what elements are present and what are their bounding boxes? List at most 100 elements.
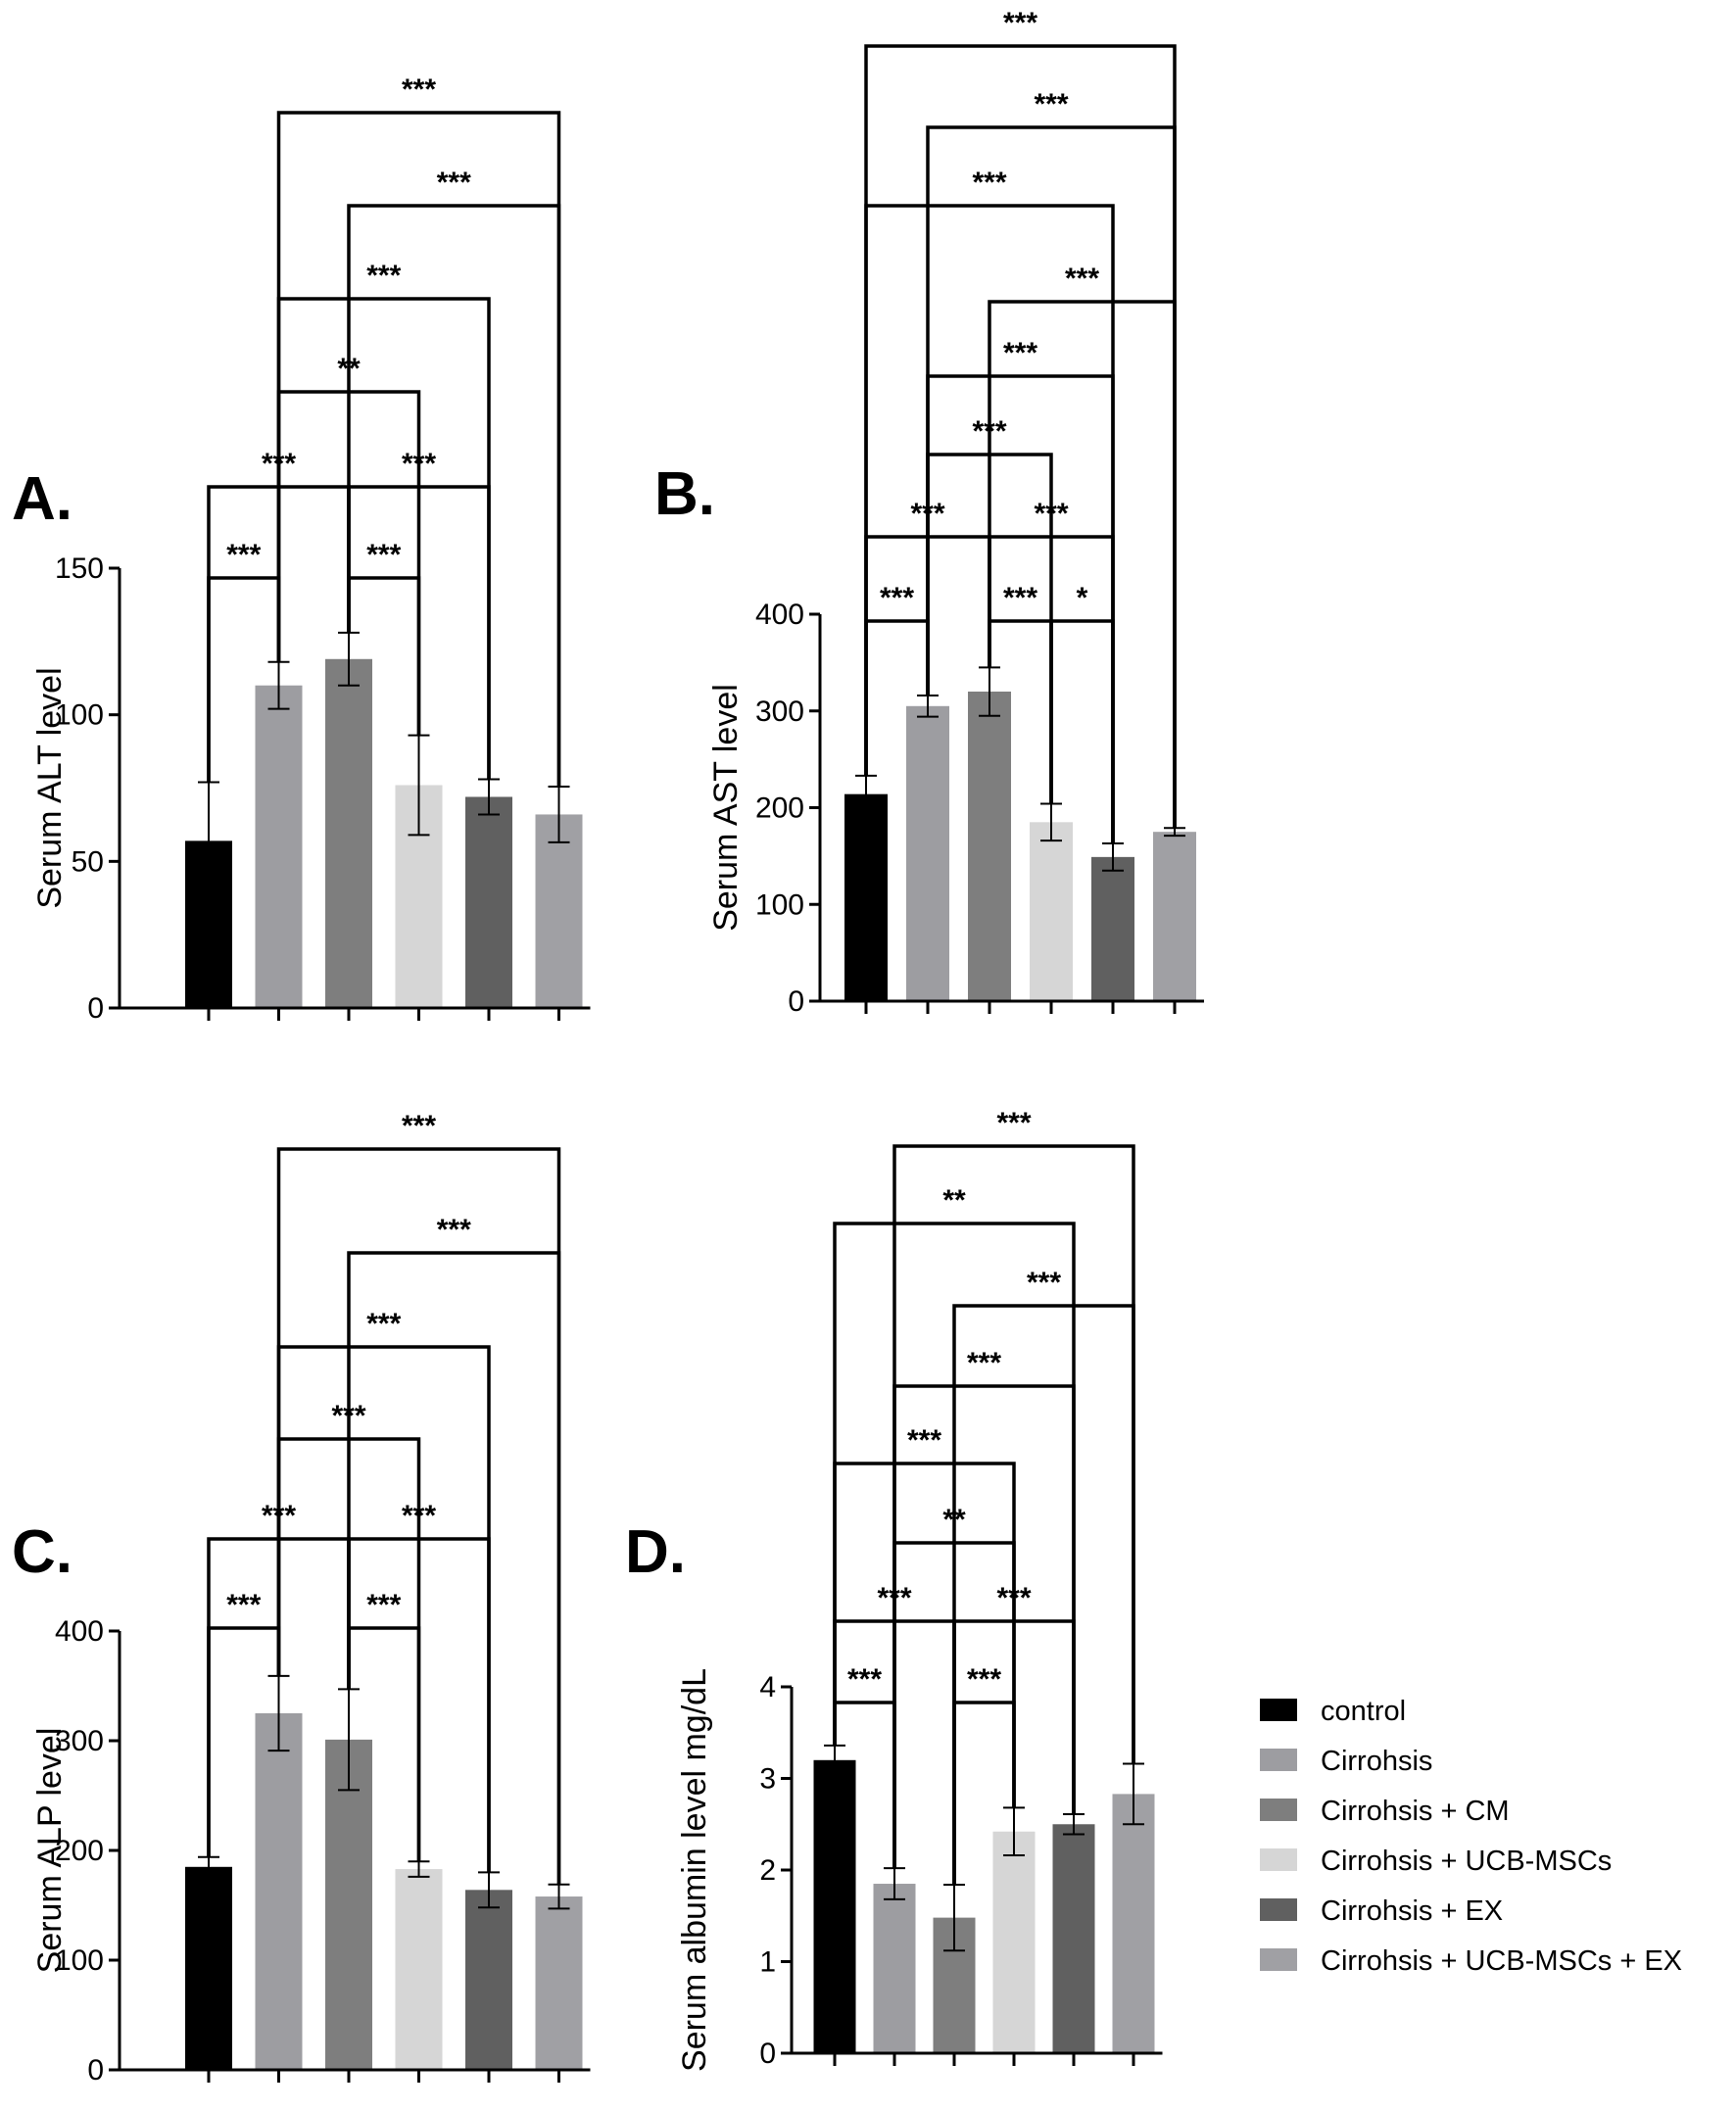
significance-label: *** xyxy=(1003,337,1037,369)
bar xyxy=(813,1759,856,2053)
y-tick-label: 0 xyxy=(788,985,804,1018)
bar xyxy=(465,1890,512,2070)
y-tick-label: 200 xyxy=(755,792,804,825)
y-axis-title: Serum AST level xyxy=(707,684,745,932)
y-tick-label: 1 xyxy=(759,1946,776,1979)
legend-swatch xyxy=(1260,1848,1297,1871)
y-axis-title: Serum ALT level xyxy=(31,667,69,908)
significance-bracket: *** xyxy=(864,7,1177,829)
y-tick-label: 0 xyxy=(87,2054,104,2087)
bar xyxy=(1153,832,1196,1001)
significance-label: *** xyxy=(1003,7,1037,39)
panel-letter: B. xyxy=(654,460,715,528)
y-tick-label: 150 xyxy=(55,552,104,585)
significance-label: *** xyxy=(847,1663,882,1696)
significance-label: *** xyxy=(437,167,471,199)
y-tick-label: 0 xyxy=(759,2038,776,2070)
significance-bracket: *** xyxy=(276,260,491,780)
bar xyxy=(255,685,303,1008)
significance-bracket: ** xyxy=(833,1184,1076,1814)
bar xyxy=(185,1866,232,2070)
bar xyxy=(325,658,372,1008)
y-tick-label: 400 xyxy=(755,599,804,631)
significance-label: *** xyxy=(996,1107,1031,1139)
significance-label: *** xyxy=(1065,263,1099,295)
bar xyxy=(1091,856,1134,1001)
significance-label: *** xyxy=(880,582,914,614)
significance-label: *** xyxy=(366,260,401,292)
legend-item: Cirrohsis + CM xyxy=(1260,1796,1510,1827)
chart-panel-c: C. Serum ALP level 0 100 200 300 400 *** *** *** *… xyxy=(12,1110,591,2087)
significance-label: *** xyxy=(1027,1267,1061,1299)
significance-label: *** xyxy=(967,1663,1001,1696)
bar xyxy=(255,1713,303,2070)
significance-label: *** xyxy=(1003,582,1037,614)
significance-label: *** xyxy=(972,167,1006,199)
significance-bracket: *** xyxy=(892,1107,1135,1869)
legend-item: control xyxy=(1260,1696,1406,1727)
panel-letter: D. xyxy=(625,1518,686,1586)
y-tick-label: 100 xyxy=(755,888,804,921)
y-tick-label: 4 xyxy=(759,1671,776,1703)
bar xyxy=(844,793,888,1001)
panel-letter: C. xyxy=(12,1518,72,1586)
y-tick-label: 100 xyxy=(55,699,104,732)
significance-label: *** xyxy=(366,1308,401,1340)
bar xyxy=(906,705,949,1001)
legend-label: Cirrohsis + UCB-MSCs xyxy=(1321,1846,1612,1877)
y-tick-label: 400 xyxy=(55,1615,104,1648)
bar xyxy=(1112,1794,1155,2053)
bar xyxy=(395,1869,443,2070)
significance-bracket: *** xyxy=(833,1424,1016,1808)
legend-swatch xyxy=(1260,1948,1297,1971)
y-tick-label: 300 xyxy=(55,1725,104,1757)
y-tick-label: 300 xyxy=(755,696,804,728)
legend-item: Cirrohsis + UCB-MSCs + EX xyxy=(1260,1945,1682,1977)
significance-label: *** xyxy=(402,73,436,106)
bar xyxy=(1030,822,1073,1001)
legend-label: control xyxy=(1321,1696,1406,1727)
significance-label: *** xyxy=(1034,88,1068,120)
significance-label: *** xyxy=(226,1589,261,1621)
bar xyxy=(992,1831,1036,2053)
bar xyxy=(535,1896,583,2070)
legend-label: Cirrohsis + EX xyxy=(1321,1895,1503,1927)
legend-label: Cirrohsis + UCB-MSCs + EX xyxy=(1321,1945,1682,1977)
legend-swatch xyxy=(1260,1799,1297,1821)
panel-letter: A. xyxy=(12,465,72,533)
bar xyxy=(535,814,583,1008)
y-tick-label: 200 xyxy=(55,1835,104,1867)
legend-swatch xyxy=(1260,1699,1297,1721)
legend-item: Cirrohsis + UCB-MSCs xyxy=(1260,1846,1612,1877)
bar xyxy=(873,1884,916,2053)
significance-label: *** xyxy=(907,1424,941,1457)
y-tick-label: 100 xyxy=(55,1944,104,1977)
significance-label: *** xyxy=(366,539,401,571)
significance-label: *** xyxy=(402,1110,436,1142)
significance-label: * xyxy=(1077,582,1088,614)
y-tick-label: 3 xyxy=(759,1763,776,1796)
legend-label: Cirrohsis xyxy=(1321,1746,1432,1777)
bar xyxy=(968,692,1011,1001)
bar xyxy=(465,796,512,1008)
significance-label: *** xyxy=(967,1347,1001,1379)
y-tick-label: 50 xyxy=(72,845,104,878)
legend-item: Cirrohsis xyxy=(1260,1746,1432,1777)
significance-bracket: *** xyxy=(276,73,561,788)
significance-bracket: *** xyxy=(276,1110,561,1885)
legend-swatch xyxy=(1260,1749,1297,1771)
legend: control Cirrohsis Cirrohsis + CM Cirrohsis … xyxy=(1260,1696,1682,1977)
chart-panel-a: A. Serum ALT level 0 50 100 150 *** *** *** *** **… xyxy=(12,73,591,1025)
significance-label: *** xyxy=(226,539,261,571)
y-axis-title: Serum albumin level mg/dL xyxy=(676,1668,713,2072)
bar xyxy=(325,1739,372,2070)
significance-label: *** xyxy=(366,1589,401,1621)
y-axis-title: Serum ALP level xyxy=(31,1728,69,1974)
legend-label: Cirrohsis + CM xyxy=(1321,1796,1510,1827)
bar xyxy=(1052,1824,1095,2053)
significance-label: *** xyxy=(437,1214,471,1246)
